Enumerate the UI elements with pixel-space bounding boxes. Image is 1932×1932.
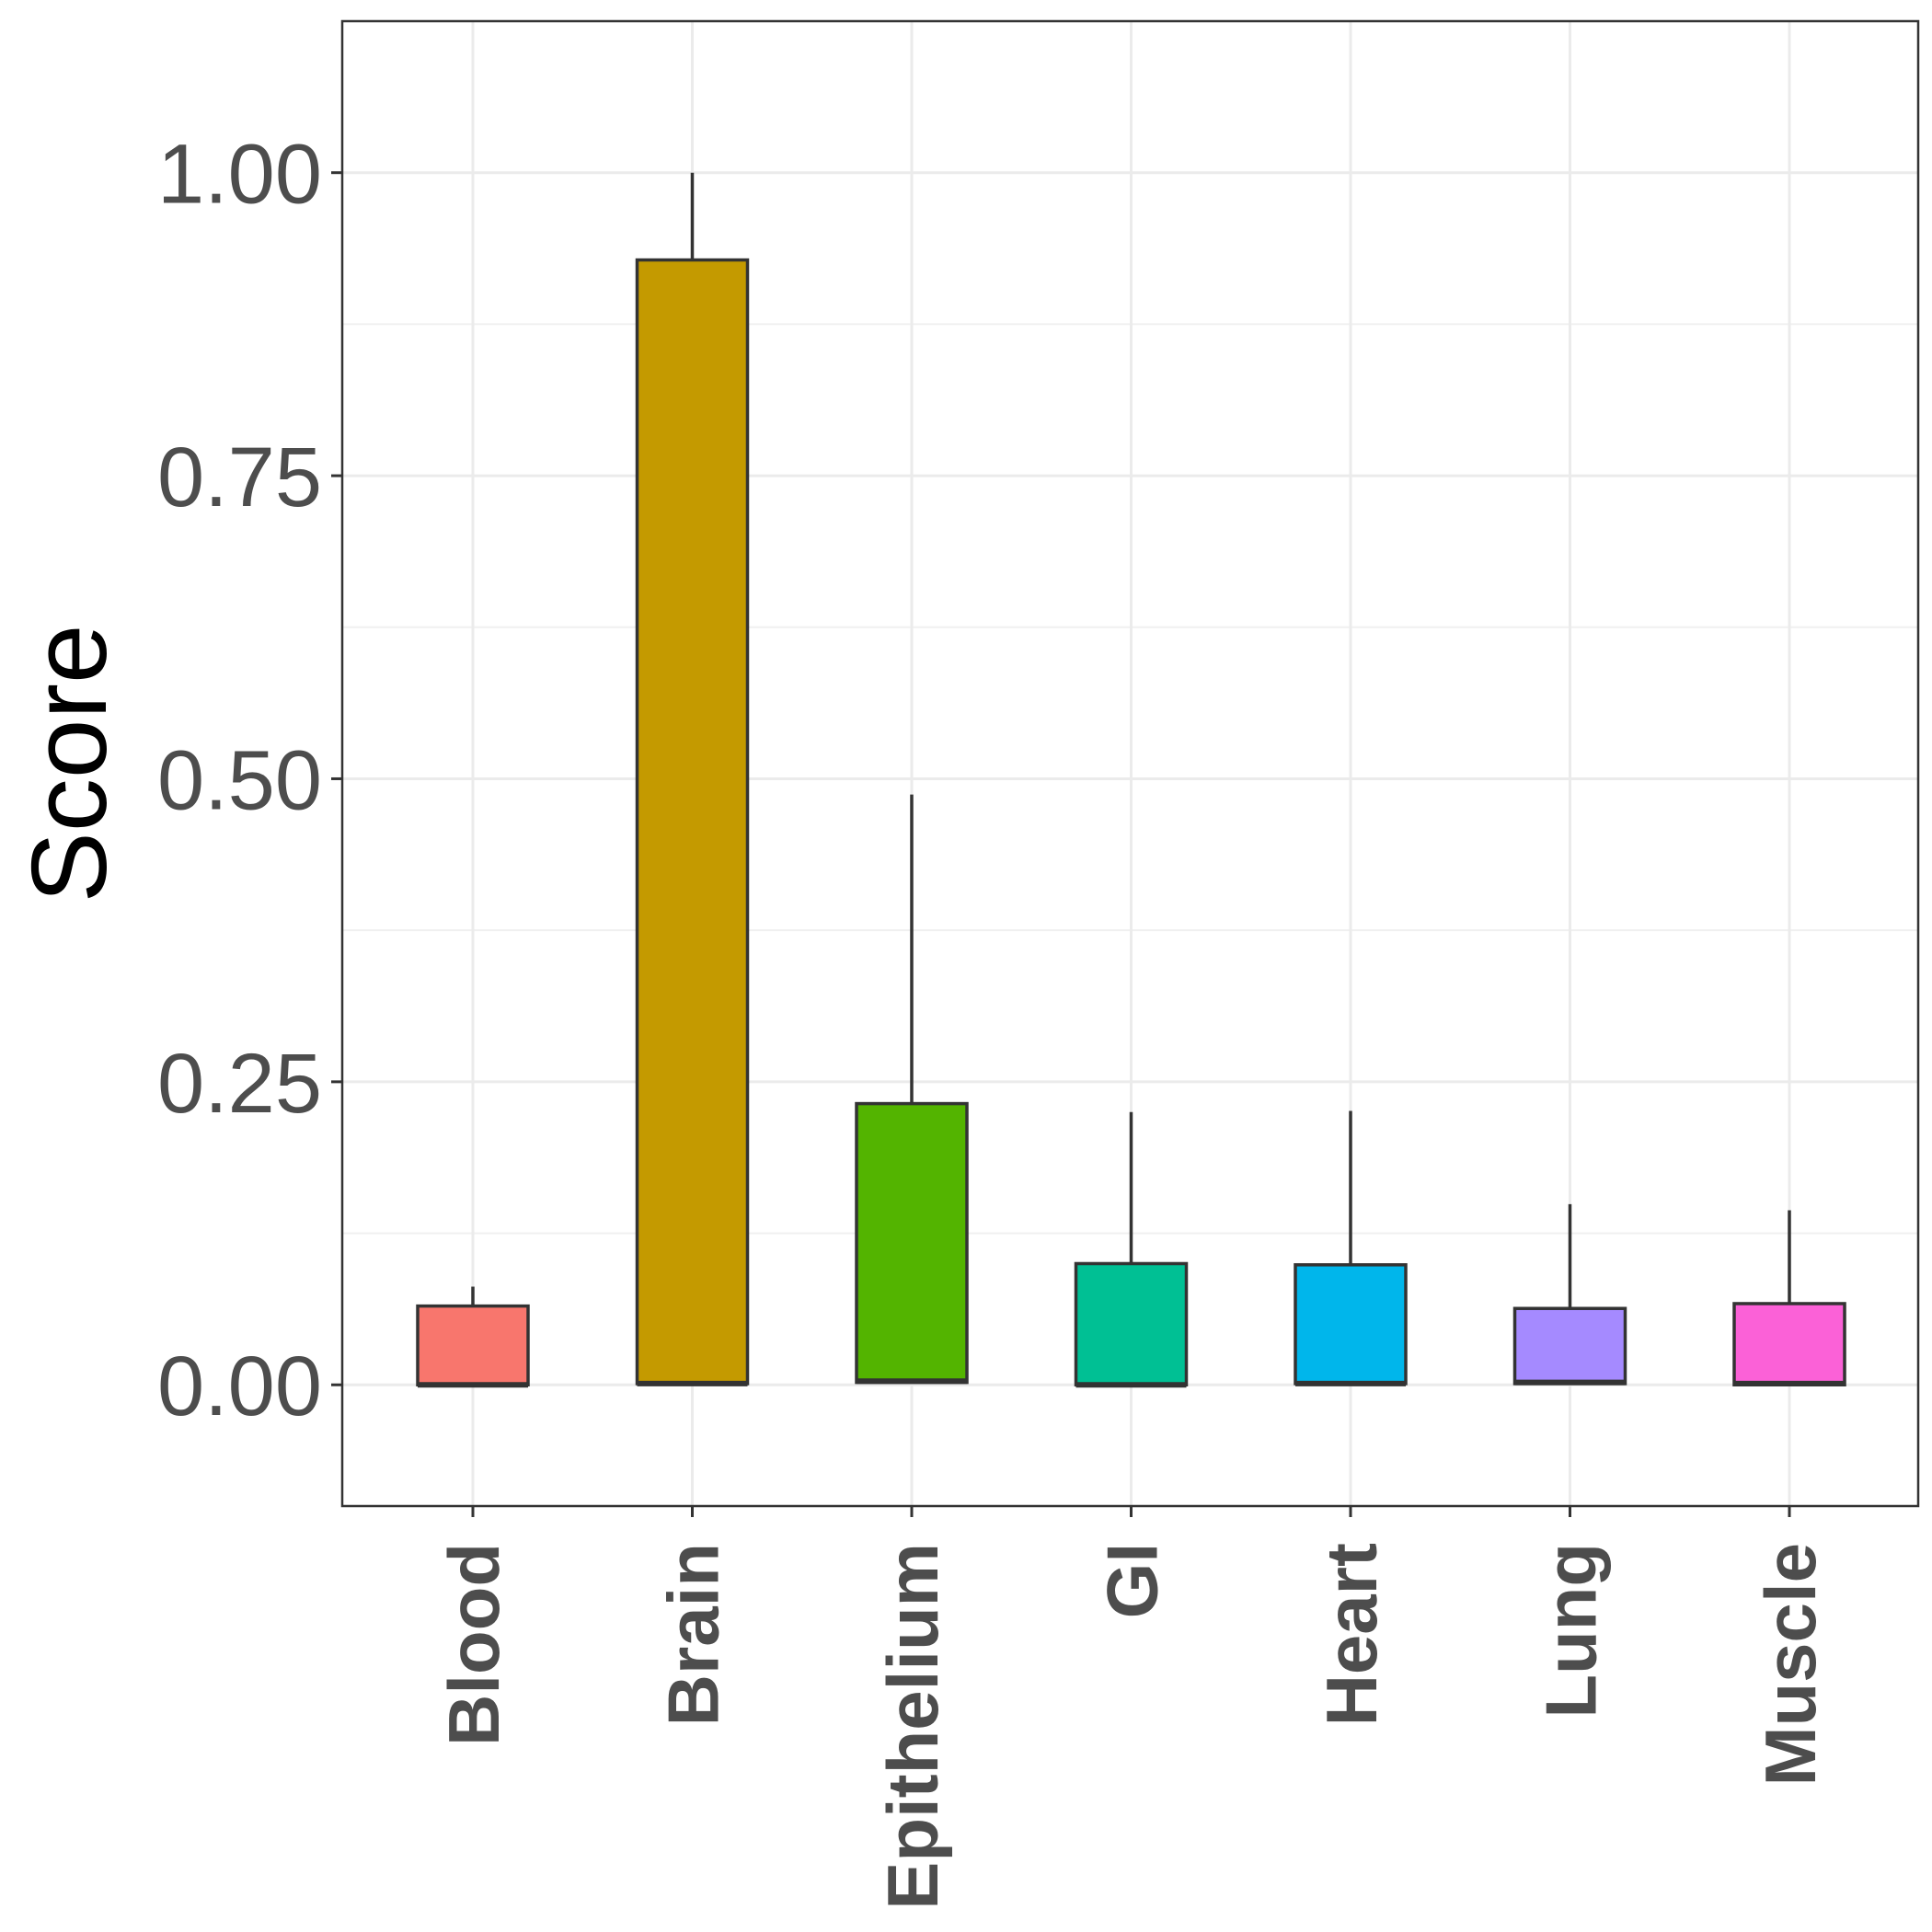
x-tick-label: Lung xyxy=(1531,1543,1612,1719)
box-muscle xyxy=(1732,1210,1846,1386)
x-tick-label: Heart xyxy=(1311,1543,1392,1726)
box-body xyxy=(1732,1302,1846,1386)
y-tick-label: 1.00 xyxy=(157,128,322,222)
y-tick-label: 0.00 xyxy=(157,1340,322,1433)
x-tick-label: Epithelium xyxy=(872,1543,953,1910)
x-tick-label: Muscle xyxy=(1750,1543,1831,1786)
y-axis-title: Score xyxy=(9,624,129,903)
x-tick-label: GI xyxy=(1092,1543,1173,1618)
y-axis: 0.00 0.25 0.50 0.75 1.00 xyxy=(157,128,342,1433)
box-body xyxy=(635,258,750,1386)
box-body xyxy=(416,1304,530,1386)
box-epithelium xyxy=(855,794,969,1385)
box-gi xyxy=(1074,1111,1189,1388)
y-tick-label: 0.25 xyxy=(157,1037,322,1131)
boxes xyxy=(416,172,1846,1388)
y-tick-label: 0.50 xyxy=(157,733,322,827)
box-lung xyxy=(1512,1203,1627,1386)
x-axis: Blood Brain Epithelium GI Heart Lung Muscle xyxy=(433,1506,1831,1910)
box-body xyxy=(1294,1263,1408,1386)
box-heart xyxy=(1294,1110,1408,1386)
box-blood xyxy=(416,1286,530,1388)
box-brain xyxy=(635,172,750,1386)
y-tick-label: 0.75 xyxy=(157,431,322,524)
x-tick-label: Brain xyxy=(653,1543,734,1726)
x-tick-label: Blood xyxy=(433,1543,514,1746)
box-body xyxy=(1512,1306,1627,1386)
box-body xyxy=(1074,1261,1189,1386)
box-body xyxy=(855,1101,969,1385)
